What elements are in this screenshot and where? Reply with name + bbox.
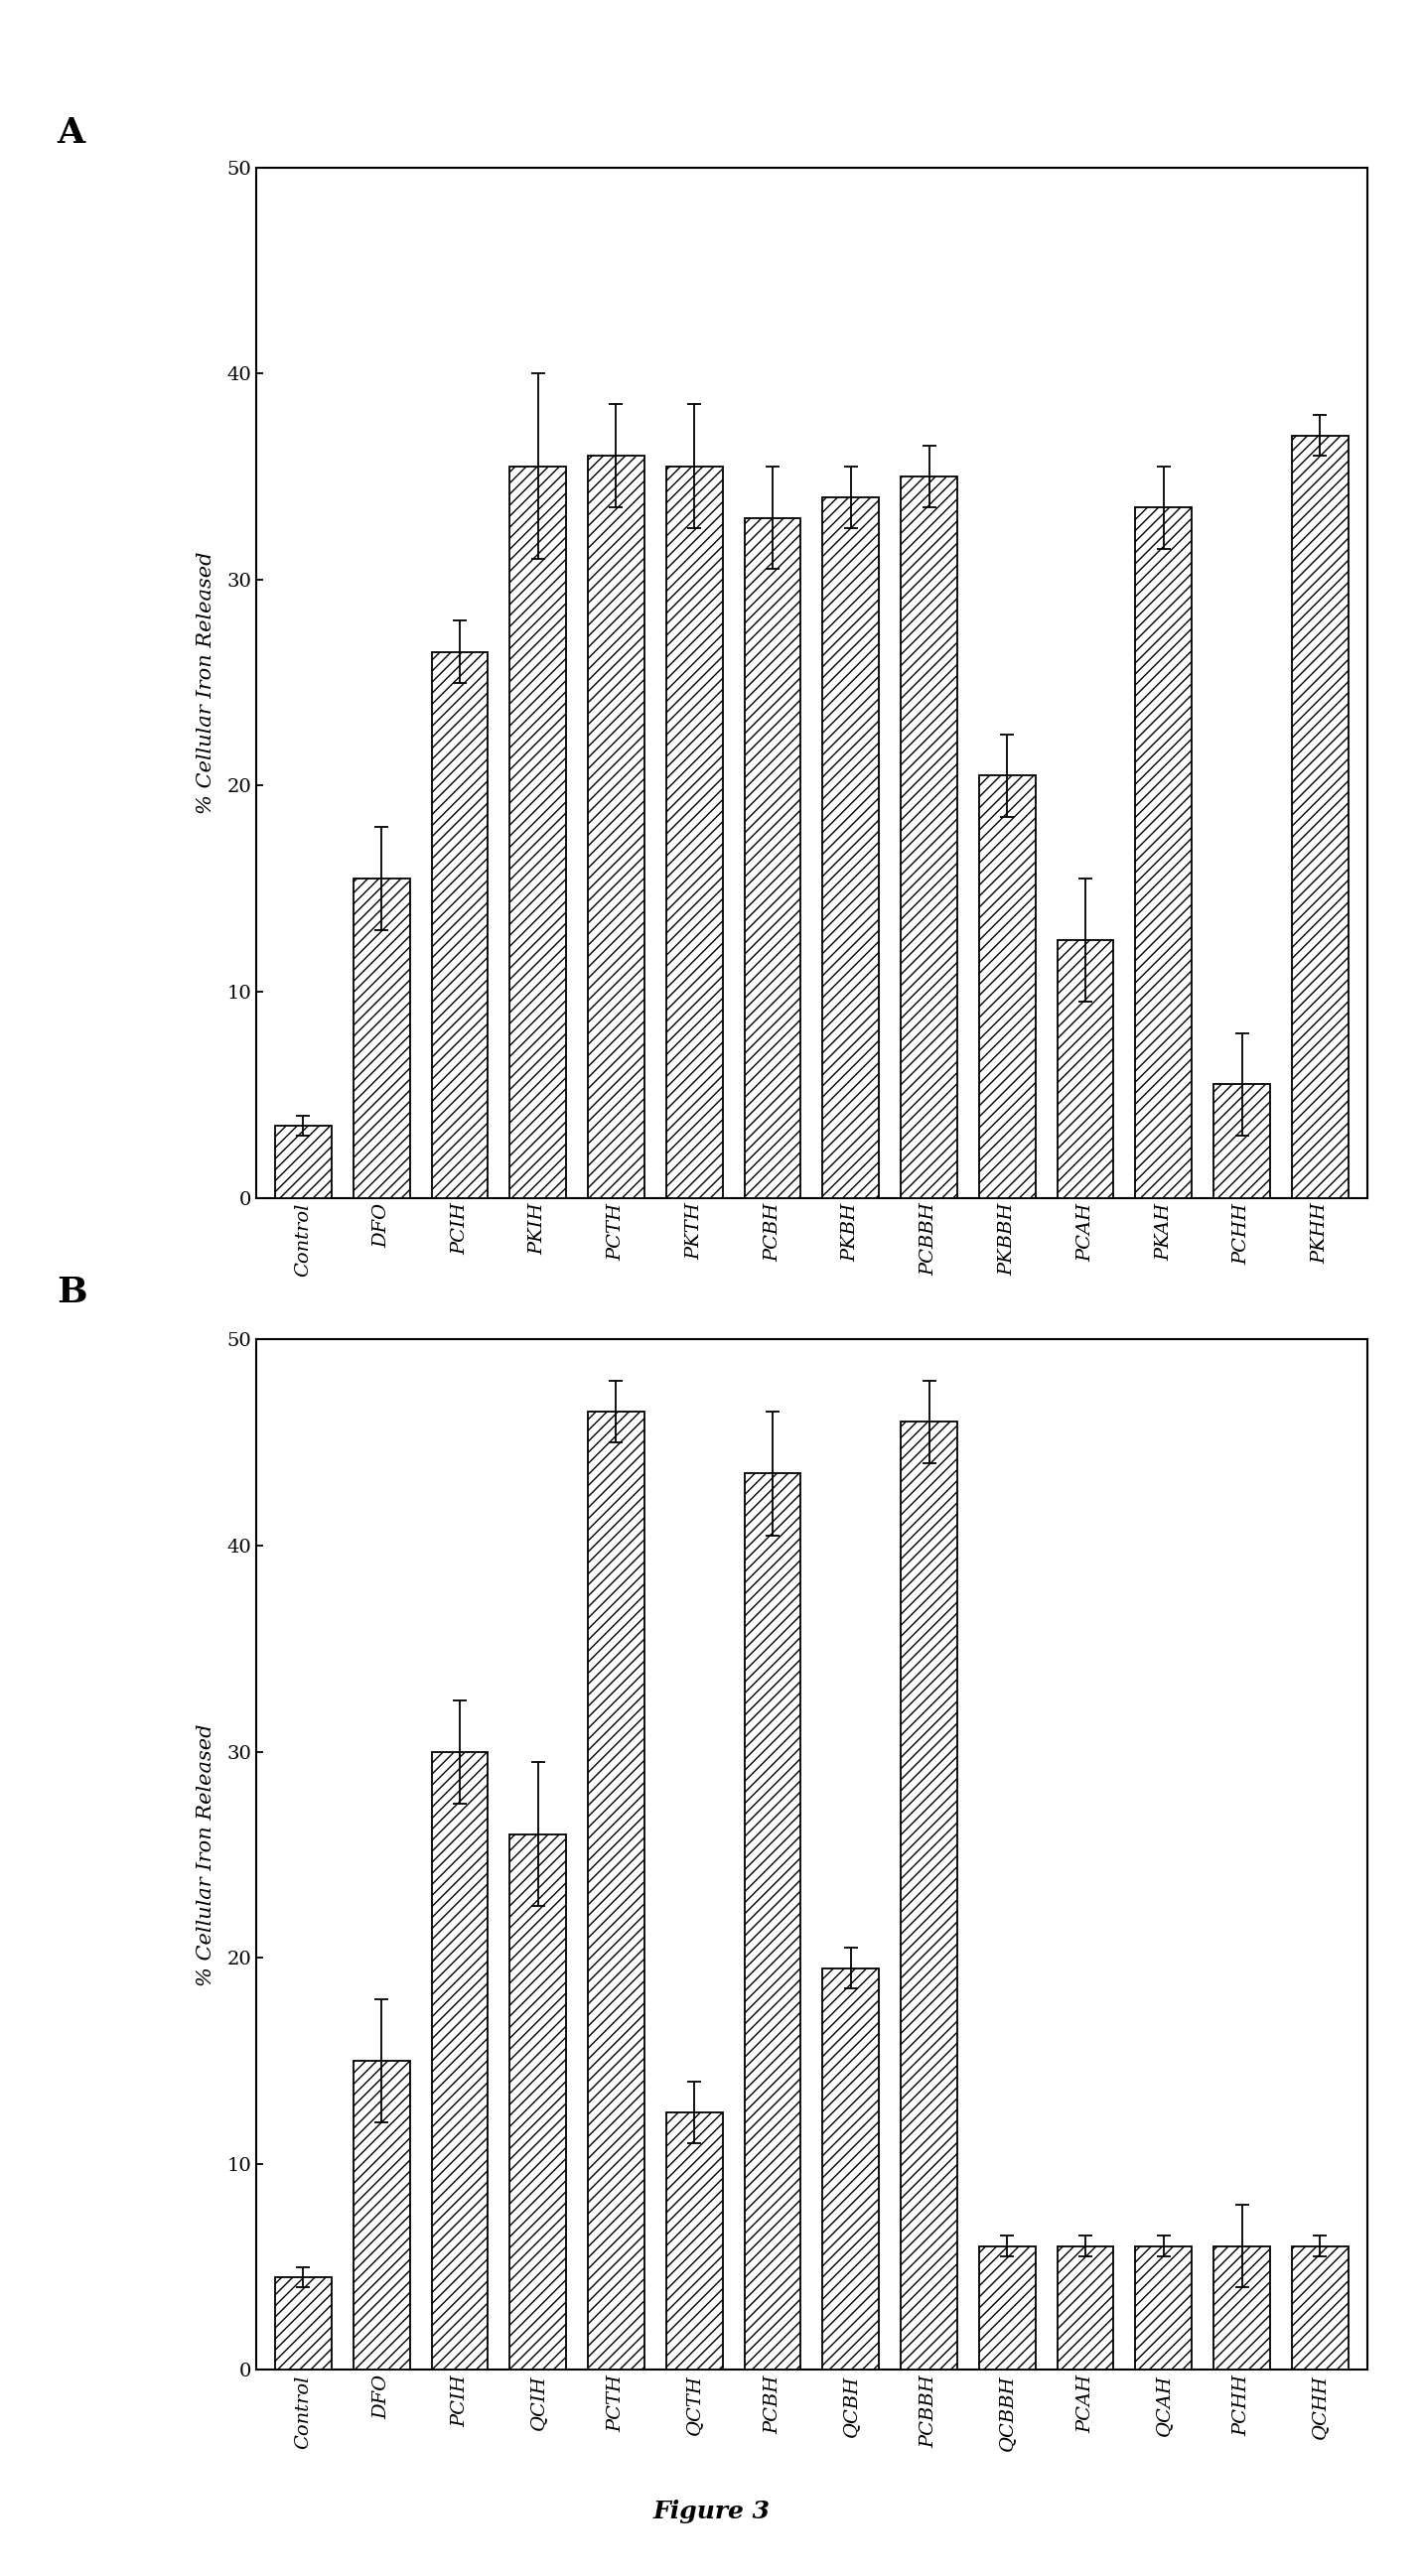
Bar: [588, 1412, 644, 2370]
Text: B: B: [57, 1275, 87, 1309]
Bar: [980, 2246, 1035, 2370]
Bar: [275, 1126, 332, 1198]
Bar: [1135, 2246, 1192, 2370]
Bar: [823, 1968, 879, 2370]
Bar: [431, 652, 488, 1198]
Bar: [588, 456, 644, 1198]
Bar: [1213, 1084, 1270, 1198]
Bar: [353, 2061, 410, 2370]
Bar: [1057, 940, 1114, 1198]
Bar: [1135, 507, 1192, 1198]
Bar: [353, 878, 410, 1198]
Text: A: A: [57, 116, 85, 149]
Bar: [1057, 2246, 1114, 2370]
Bar: [510, 466, 567, 1198]
Bar: [1292, 435, 1349, 1198]
Bar: [1213, 2246, 1270, 2370]
Bar: [745, 1473, 800, 2370]
Bar: [666, 2112, 722, 2370]
Text: Figure 3: Figure 3: [654, 2499, 770, 2524]
Bar: [901, 477, 957, 1198]
Bar: [980, 775, 1035, 1198]
Bar: [1292, 2246, 1349, 2370]
Y-axis label: % Cellular Iron Released: % Cellular Iron Released: [197, 551, 216, 814]
Bar: [666, 466, 722, 1198]
Bar: [745, 518, 800, 1198]
Bar: [431, 1752, 488, 2370]
Bar: [901, 1422, 957, 2370]
Bar: [275, 2277, 332, 2370]
Bar: [510, 1834, 567, 2370]
Y-axis label: % Cellular Iron Released: % Cellular Iron Released: [197, 1723, 216, 1986]
Bar: [823, 497, 879, 1198]
